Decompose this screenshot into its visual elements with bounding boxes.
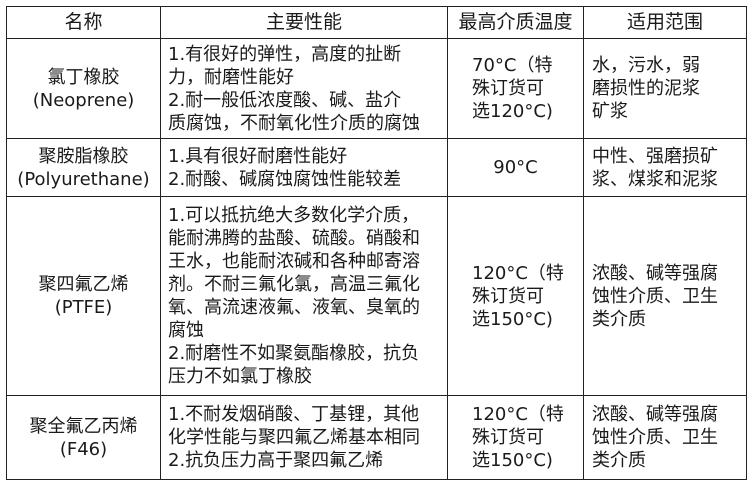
max-temp: 120°C（特 殊订货可 选150°C): [447, 196, 584, 396]
table-row: 聚胺脂橡胶 (Polyurethane) 1.具有很好耐磨性能好 2.耐酸、碱腐…: [6, 138, 747, 197]
scope: 中性、强磨损矿 浆、煤浆和泥浆: [583, 138, 747, 197]
table-row: 聚四氟乙烯 (PTFE) 1.可以抵抗绝大多数化学介质， 能耐沸腾的盐酸、硫酸。…: [6, 196, 747, 396]
header-name: 名称: [6, 6, 161, 39]
max-temp: 90°C: [447, 138, 584, 197]
scope: 浓酸、碱等强腐 蚀性介质、卫生 类介质: [583, 196, 747, 396]
material-name: 聚全氟乙丙烯 (F46): [6, 395, 161, 480]
scope: 水，污水，弱 磨损性的泥浆 矿浆: [583, 38, 747, 139]
material-name: 聚四氟乙烯 (PTFE): [6, 196, 161, 396]
header-max-temp: 最高介质温度: [447, 6, 584, 39]
max-temp: 120°C（特 殊订货可 选150°C): [447, 395, 584, 480]
performance: 1.不耐发烟硝酸、丁基锂，其他 化学性能与聚四氟乙烯基本相同 2.抗负压力高于聚…: [160, 395, 448, 480]
performance: 1.有很好的弹性，高度的扯断 力，耐磨性能好 2.耐一般低浓度酸、碱、盐介 质腐…: [160, 38, 448, 139]
header-scope: 适用范围: [583, 6, 747, 39]
table-row: 氯丁橡胶 (Neoprene) 1.有很好的弹性，高度的扯断 力，耐磨性能好 2…: [6, 38, 747, 139]
header-performance: 主要性能: [160, 6, 448, 39]
performance: 1.具有很好耐磨性能好 2.耐酸、碱腐蚀腐蚀性能较差: [160, 138, 448, 197]
table-row: 聚全氟乙丙烯 (F46) 1.不耐发烟硝酸、丁基锂，其他 化学性能与聚四氟乙烯基…: [6, 395, 747, 480]
material-name: 氯丁橡胶 (Neoprene): [6, 38, 161, 139]
material-name: 聚胺脂橡胶 (Polyurethane): [6, 138, 161, 197]
scope: 浓酸、碱等强腐 蚀性介质、卫生 类介质: [583, 395, 747, 480]
lining-material-table: 名称 主要性能 最高介质温度 适用范围 氯丁橡胶 (Neoprene) 1.有很…: [6, 6, 747, 480]
max-temp: 70°C（特 殊订货可 选120°C): [447, 38, 584, 139]
header-row: 名称 主要性能 最高介质温度 适用范围: [6, 6, 747, 39]
performance: 1.可以抵抗绝大多数化学介质， 能耐沸腾的盐酸、硫酸。硝酸和 王水，也能耐浓碱和…: [160, 196, 448, 396]
